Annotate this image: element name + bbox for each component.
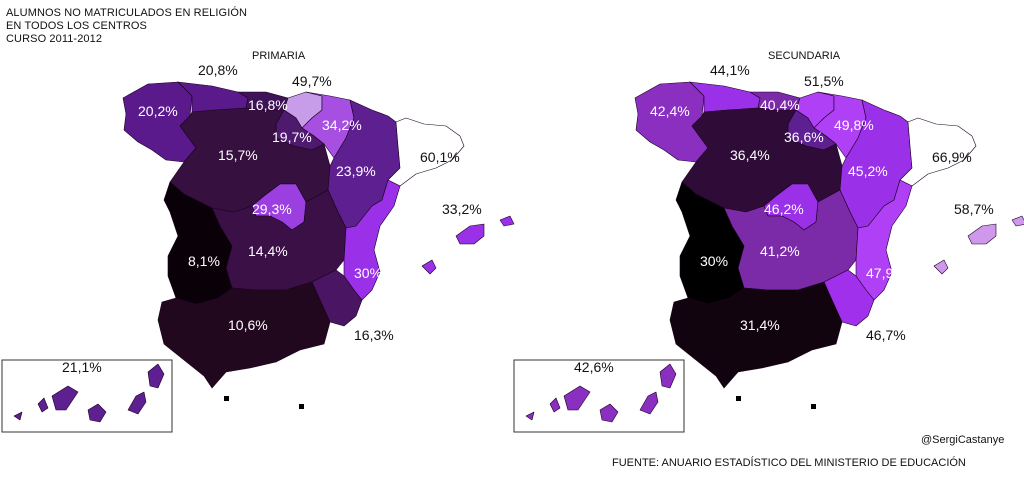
region-andalucia: [669, 281, 843, 389]
region-andalucia: [157, 281, 331, 389]
region-canarias: [13, 363, 165, 423]
melilla-marker: [811, 404, 816, 409]
source-note: FUENTE: ANUARIO ESTADÍSTICO DEL MINISTER…: [612, 457, 966, 469]
label-valencia: 47,9%: [866, 265, 906, 281]
label-canarias: 21,1%: [62, 359, 102, 375]
map-title-secundaria: SECUNDARIA: [768, 50, 841, 62]
label-castilla-leon: 36,4%: [730, 147, 770, 163]
region-baleares: [933, 215, 1024, 275]
label-baleares: 58,7%: [954, 201, 994, 217]
label-baleares: 33,2%: [442, 201, 482, 217]
region-valencia: [855, 179, 913, 301]
region-valencia: [343, 179, 401, 301]
label-aragon: 23,9%: [336, 163, 376, 179]
header-line-2: EN TODOS LOS CENTROS: [6, 20, 147, 32]
label-valencia: 30%: [354, 265, 382, 281]
label-pais-vasco: 49,7%: [292, 73, 332, 89]
label-la-rioja: 36,6%: [784, 129, 824, 145]
label-navarra: 34,2%: [322, 117, 362, 133]
ceuta-marker: [736, 396, 741, 401]
region-murcia: [311, 269, 363, 327]
label-cantabria: 16,8%: [248, 97, 288, 113]
author-credit: @SergiCastanye: [921, 434, 1005, 446]
label-murcia: 16,3%: [354, 327, 394, 343]
region-cataluna: [387, 117, 465, 187]
label-cataluna: 60,1%: [420, 149, 460, 165]
label-galicia: 20,2%: [138, 103, 178, 119]
region-murcia: [823, 269, 875, 327]
region-cataluna: [899, 117, 977, 187]
label-madrid: 46,2%: [764, 201, 804, 217]
header-line-1: ALUMNOS NO MATRICULADOS EN RELIGIÓN: [6, 7, 248, 19]
map-title-primaria: PRIMARIA: [252, 50, 306, 62]
label-andalucia: 10,6%: [228, 317, 268, 333]
map-primaria: 20,2% 20,8% 16,8%49,7% 34,2% 19,7% 15,7% 23,9%…: [1, 62, 515, 433]
ceuta-marker: [224, 396, 229, 401]
map-secundaria: 42,4% 44,1% 40,4%51,5% 49,8% 36,6% 36,4% 45,2%…: [513, 62, 1024, 433]
label-castilla-la-mancha: 41,2%: [760, 243, 800, 259]
label-extremadura: 30%: [700, 253, 728, 269]
region-canarias: [525, 363, 677, 423]
label-navarra: 49,8%: [834, 117, 874, 133]
label-cataluna: 66,9%: [932, 149, 972, 165]
label-canarias: 42,6%: [574, 359, 614, 375]
label-madrid: 29,3%: [252, 201, 292, 217]
label-murcia: 46,7%: [866, 327, 906, 343]
label-cantabria: 40,4%: [760, 97, 800, 113]
label-aragon: 45,2%: [848, 163, 888, 179]
label-pais-vasco: 51,5%: [804, 73, 844, 89]
label-asturias: 20,8%: [198, 62, 238, 78]
label-la-rioja: 19,7%: [272, 129, 312, 145]
label-galicia: 42,4%: [650, 103, 690, 119]
label-andalucia: 31,4%: [740, 317, 780, 333]
label-extremadura: 8,1%: [188, 253, 220, 269]
label-castilla-leon: 15,7%: [218, 147, 258, 163]
label-castilla-la-mancha: 14,4%: [248, 243, 288, 259]
label-asturias: 44,1%: [710, 62, 750, 78]
melilla-marker: [299, 404, 304, 409]
region-baleares: [421, 215, 515, 275]
header-line-3: CURSO 2011-2012: [6, 33, 103, 45]
